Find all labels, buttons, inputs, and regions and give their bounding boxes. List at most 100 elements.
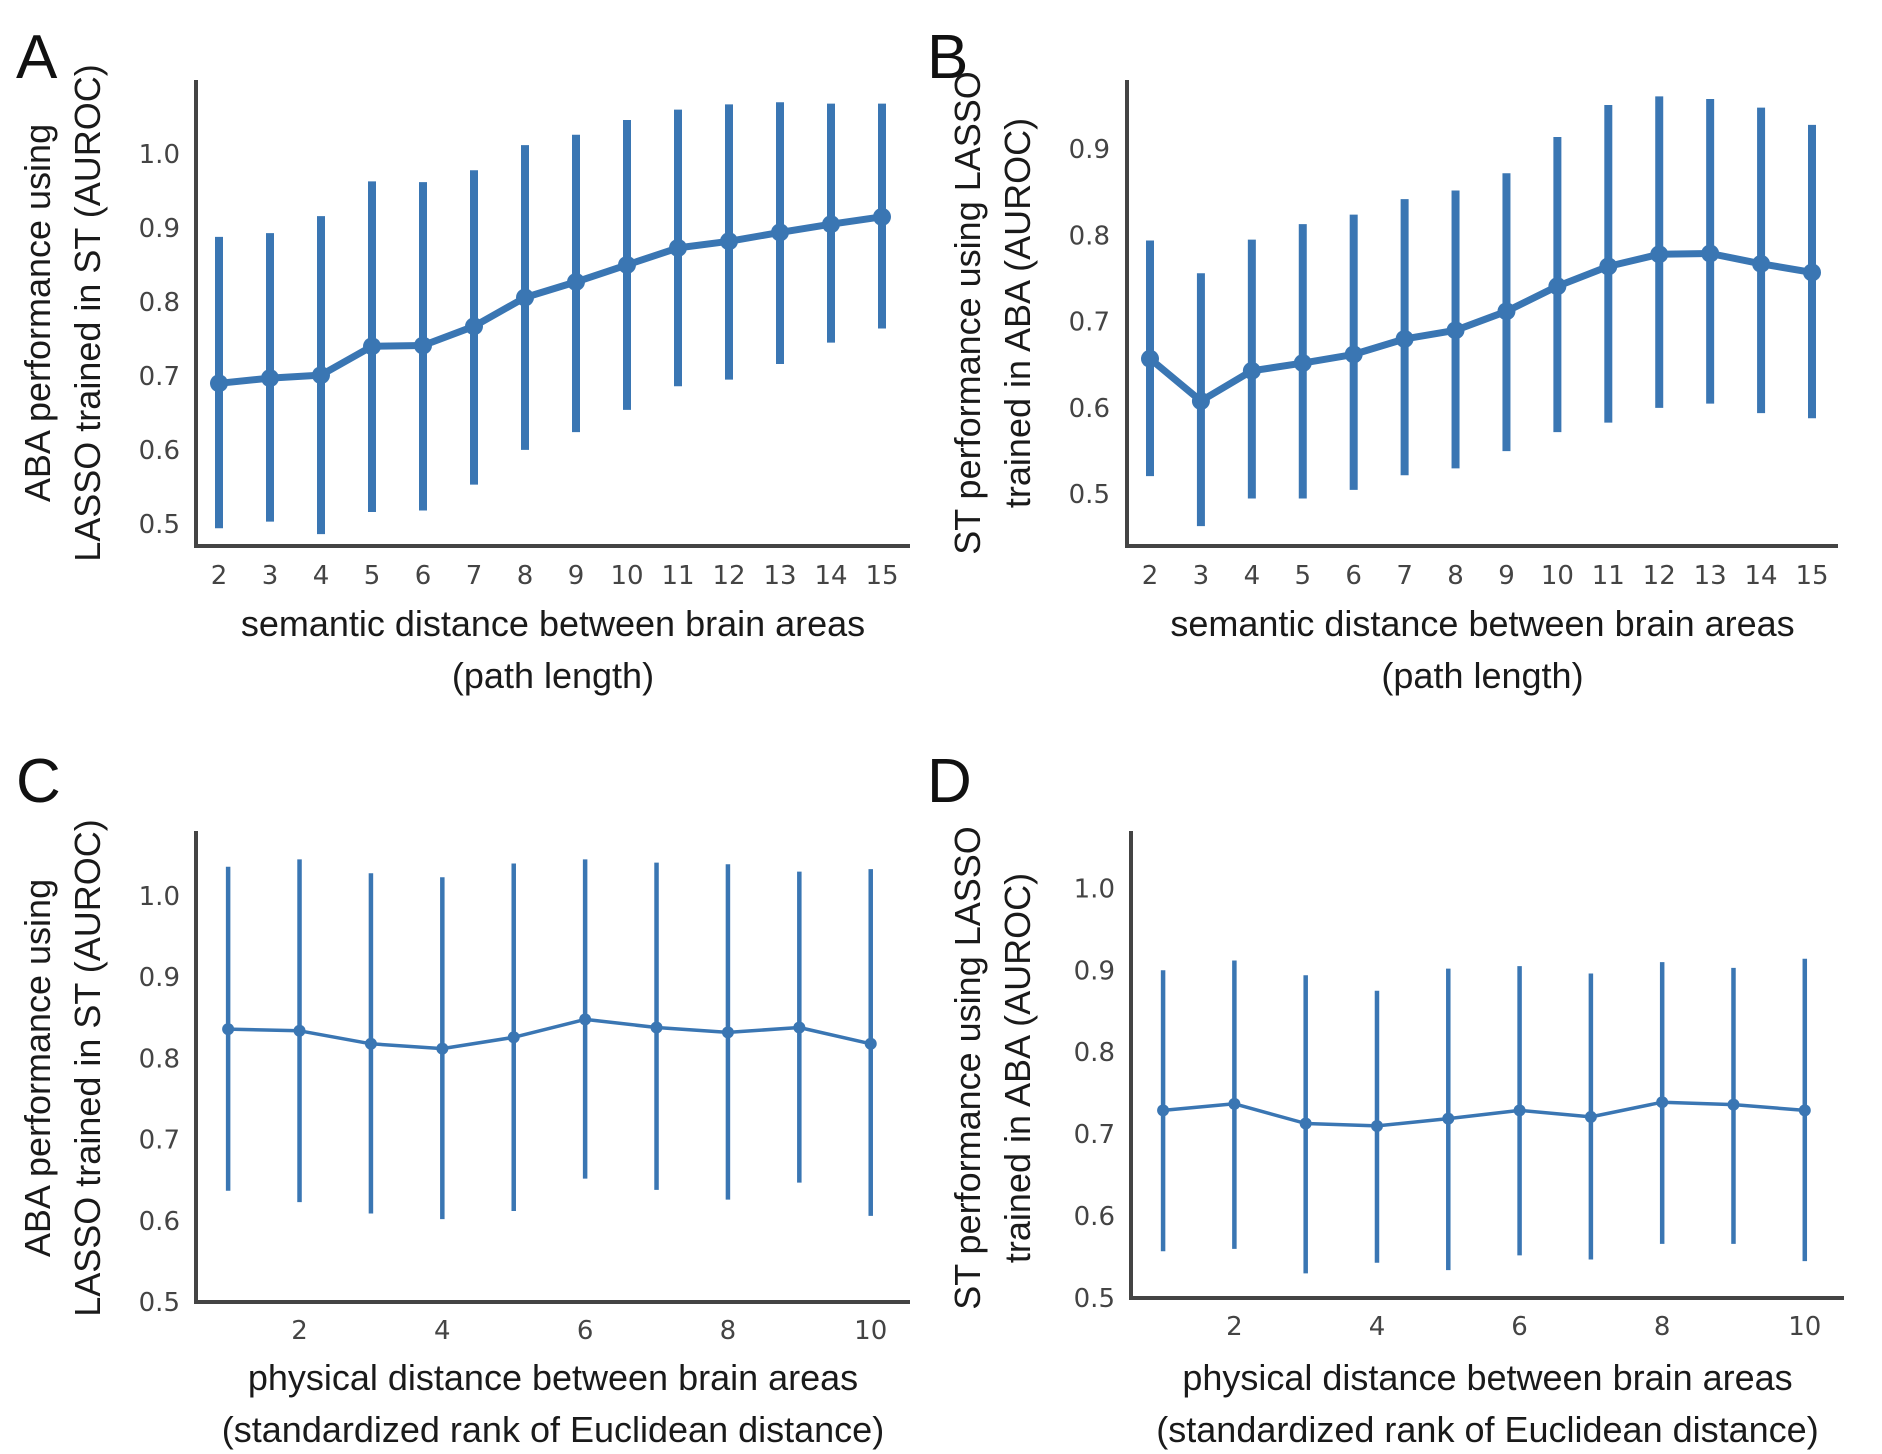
panel-b-xtick-label: 10	[1541, 561, 1574, 591]
panel-a-data-point	[414, 336, 432, 355]
panel-a-data-point	[516, 288, 534, 307]
panel-c-xtick-label: 8	[720, 1316, 737, 1346]
panel-b-data-point	[1599, 257, 1618, 276]
panel-b-data-point	[1752, 254, 1771, 273]
panel-b-xlabel-line: semantic distance between brain areas	[1170, 603, 1794, 644]
panel-c-xtick-label: 10	[854, 1316, 887, 1346]
panel-d-data-point	[1299, 1117, 1312, 1130]
panel-a-xtick-label: 9	[568, 561, 585, 591]
panel-c-xtick-label: 2	[291, 1316, 308, 1346]
panel-d-data-point	[1727, 1098, 1740, 1111]
panel-d-data-point	[1584, 1110, 1597, 1123]
panel-b-xtick-label: 3	[1193, 561, 1210, 591]
panel-a-xtick-label: 3	[262, 561, 279, 591]
panel-d-data-point	[1656, 1096, 1669, 1109]
panel-b-data-point	[1293, 354, 1312, 373]
panel-b-data-point	[1141, 349, 1159, 368]
panel-b-data-point	[1803, 263, 1821, 282]
panel-b-data-point	[1650, 245, 1669, 264]
panel-b-xtick-label: 11	[1592, 561, 1625, 591]
panel-a: A 0.5 0.6 0.7 0.8 0.9 1.0 2 3 4 5 6 7 8 9 10 11 12 13 14 15s…	[16, 23, 910, 696]
panel-b-xlabel-line: (path length)	[1381, 655, 1583, 696]
panel-b-data-point	[1395, 329, 1414, 348]
panel-b-xtick-label: 4	[1244, 561, 1261, 591]
panel-b-xtick-label: 12	[1643, 561, 1676, 591]
panel-a-data-point	[771, 223, 789, 242]
panel-b-ylabel-line: trained in ABA (AUROC)	[997, 118, 1038, 508]
panel-a-ylabel-line: ABA performance using	[17, 124, 58, 502]
panel-a-ytick-label: 0.7	[139, 362, 180, 392]
panel-b-ytick-label: 0.7	[1069, 308, 1110, 338]
panel-d-xtick-label: 2	[1226, 1312, 1243, 1342]
panel-b-data-point	[1701, 244, 1720, 263]
panel-a-data-point	[465, 317, 483, 336]
panel-a-xtick-label: 7	[466, 561, 483, 591]
panel-d-ytick-label: 0.8	[1074, 1038, 1115, 1068]
panel-c-ytick-label: 0.6	[139, 1207, 180, 1237]
panel-d-letter: D	[927, 747, 972, 816]
panel-c-data-point	[436, 1042, 449, 1055]
panel-c-ylabel-line: LASSO trained in ST (AUROC)	[67, 819, 108, 1317]
panel-b-data-point	[1344, 345, 1363, 364]
panel-d-xtick-label: 4	[1369, 1312, 1386, 1342]
panel-b-xtick-label: 13	[1694, 561, 1727, 591]
panel-d-ylabel-line: ST performance using LASSO	[947, 826, 988, 1310]
panel-c-data-point	[650, 1021, 663, 1034]
panel-c-xlabel-line: (standardized rank of Euclidean distance…	[222, 1409, 884, 1450]
panel-d-data-point	[1798, 1104, 1811, 1117]
panel-a-xtick-label: 5	[364, 561, 381, 591]
panel-b-xtick-label: 2	[1142, 561, 1159, 591]
panel-d-series-line	[1161, 1100, 1807, 1128]
panel-a-data-point	[261, 369, 279, 388]
panel-a-data-point	[312, 366, 330, 385]
panel-b-ytick-label: 0.9	[1069, 135, 1110, 165]
panel-b-ytick-label: 0.8	[1069, 221, 1110, 251]
panel-c: C 0.5 0.6 0.7 0.8 0.9 1.0 2 4 6 8 10 physical distan…	[16, 747, 910, 1450]
panel-b-ytick-label: 0.5	[1069, 480, 1110, 510]
panel-a-xtick-label: 12	[712, 561, 745, 591]
panel-c-data-point	[793, 1021, 806, 1034]
panel-d-ytick-label: 0.5	[1074, 1284, 1115, 1314]
panel-c-data-point	[293, 1024, 306, 1037]
panel-a-data-point	[720, 232, 738, 251]
panel-c-data-point	[864, 1037, 877, 1050]
panel-a-data-point	[363, 337, 381, 356]
panel-a-xtick-label: 15	[865, 561, 898, 591]
panel-b-xtick-label: 14	[1745, 561, 1778, 591]
panel-c-data-point	[579, 1013, 592, 1026]
panel-d-xlabel-line: physical distance between brain areas	[1182, 1357, 1792, 1398]
panel-a-xtick-label: 2	[211, 561, 228, 591]
panel-a-xtick-label: 14	[814, 561, 847, 591]
panel-c-xtick-label: 6	[577, 1316, 594, 1346]
panel-b-xtick-label: 6	[1345, 561, 1362, 591]
panel-c-ytick-label: 0.8	[139, 1044, 180, 1074]
panel-a-xlabel-line: semantic distance between brain areas	[241, 603, 865, 644]
panel-a-letter: A	[16, 23, 58, 92]
panel-d-data-point	[1513, 1104, 1526, 1117]
panel-d-ytick-label: 1.0	[1074, 874, 1115, 904]
panel-a-ytick-label: 0.6	[139, 436, 180, 466]
panel-b-ylabel-line: ST performance using LASSO	[947, 71, 988, 555]
panel-a-xtick-label: 11	[661, 561, 694, 591]
panel-d-data-point	[1228, 1097, 1241, 1110]
panel-c-letter: C	[16, 747, 61, 816]
panel-a-data-point	[210, 374, 228, 393]
panel-b-xtick-label: 7	[1396, 561, 1413, 591]
panel-b: B 0.5 0.6 0.7 0.8 0.9 2 3 4 5 6 7 8 9 10 11 12 13 14 15sema…	[927, 23, 1838, 696]
panel-b-xtick-label: 5	[1294, 561, 1311, 591]
panel-d-xlabel-line: (standardized rank of Euclidean distance…	[1156, 1409, 1818, 1450]
panel-d: D 0.5 0.6 0.7 0.8 0.9 1.0 2 4 6 8 10 physical distan…	[927, 747, 1844, 1450]
panel-b-data-point	[1242, 361, 1261, 380]
panel-b-ytick-label: 0.6	[1069, 394, 1110, 424]
panel-b-xtick-label: 8	[1447, 561, 1464, 591]
panel-d-data-point	[1370, 1119, 1383, 1132]
panel-a-data-point	[873, 207, 891, 226]
panel-c-data-point	[507, 1031, 520, 1044]
panel-a-data-point	[618, 255, 636, 274]
panel-c-xtick-label: 4	[434, 1316, 451, 1346]
panel-a-xtick-label: 10	[610, 561, 643, 591]
panel-d-xtick-label: 10	[1788, 1312, 1821, 1342]
panel-b-data-point	[1446, 321, 1465, 340]
panel-b-data-point	[1497, 302, 1516, 321]
